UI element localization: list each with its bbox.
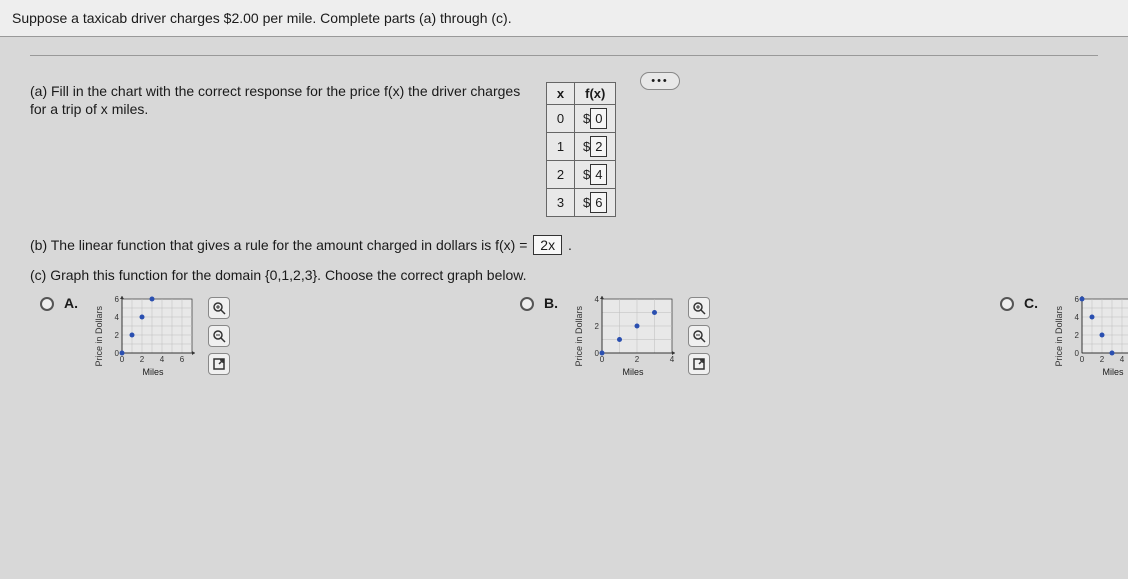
content-area: (a) Fill in the chart with the correct r… xyxy=(0,37,1128,576)
part-a-prompt: (a) Fill in the chart with the correct r… xyxy=(30,82,530,118)
radio-b[interactable] xyxy=(520,297,534,311)
svg-text:4: 4 xyxy=(1075,313,1080,322)
answer-cell[interactable]: 0 xyxy=(590,108,607,129)
svg-text:6: 6 xyxy=(115,295,120,304)
graph-a-wrap: Price in Dollars 0 2 4 6 0 2 4 6 Miles xyxy=(94,295,230,377)
zoom-out-icon[interactable] xyxy=(688,325,710,347)
expand-icon[interactable] xyxy=(208,353,230,375)
graph-b-wrap: Price in Dollars 0 2 4 0 2 4 Miles xyxy=(574,295,710,377)
svg-text:0: 0 xyxy=(595,349,600,358)
xlabel: Miles xyxy=(622,367,643,377)
expand-icon[interactable] xyxy=(688,353,710,375)
table-row: 3 $6 xyxy=(547,189,616,217)
option-c[interactable]: C. Price in Dollars 02460246 Miles xyxy=(1000,295,1128,377)
section-a: (a) Fill in the chart with the correct r… xyxy=(30,82,1098,217)
header-text: Suppose a taxicab driver charges $2.00 p… xyxy=(12,10,512,26)
svg-text:0: 0 xyxy=(115,349,120,358)
svg-text:2: 2 xyxy=(635,355,640,364)
svg-text:0: 0 xyxy=(1080,355,1085,364)
table-row: 1 $2 xyxy=(547,133,616,161)
ylabel: Price in Dollars xyxy=(94,306,104,367)
svg-text:2: 2 xyxy=(1075,331,1080,340)
ylabel: Price in Dollars xyxy=(574,306,584,367)
svg-text:2: 2 xyxy=(1100,355,1105,364)
option-c-label: C. xyxy=(1024,295,1038,311)
xlabel: Miles xyxy=(1102,367,1123,377)
table-row: 2 $4 xyxy=(547,161,616,189)
svg-text:0: 0 xyxy=(120,355,125,364)
section-b: (b) The linear function that gives a rul… xyxy=(30,235,1098,255)
fx-table: x f(x) 0 $0 1 $2 2 $4 3 $6 xyxy=(546,82,616,217)
zoom-in-icon[interactable] xyxy=(688,297,710,319)
answer-box-b[interactable]: 2x xyxy=(533,235,562,255)
svg-text:0: 0 xyxy=(600,355,605,364)
option-a[interactable]: A. Price in Dollars 0 2 4 6 0 2 4 6 Miles xyxy=(40,295,230,377)
svg-text:2: 2 xyxy=(595,322,600,331)
table-row: x f(x) xyxy=(547,83,616,105)
svg-text:0: 0 xyxy=(1075,349,1080,358)
radio-c[interactable] xyxy=(1000,297,1014,311)
svg-text:6: 6 xyxy=(1075,295,1080,304)
question-header: Suppose a taxicab driver charges $2.00 p… xyxy=(0,0,1128,37)
col-fx-header: f(x) xyxy=(575,83,616,105)
svg-text:2: 2 xyxy=(115,331,120,340)
answer-cell[interactable]: 4 xyxy=(590,164,607,185)
col-x-header: x xyxy=(547,83,575,105)
chart-c: 02460246 xyxy=(1068,295,1128,365)
zoom-out-icon[interactable] xyxy=(208,325,230,347)
graph-options: A. Price in Dollars 0 2 4 6 0 2 4 6 Miles B. Pr… xyxy=(30,295,1098,377)
option-a-label: A. xyxy=(64,295,78,311)
svg-text:6: 6 xyxy=(180,355,185,364)
svg-text:4: 4 xyxy=(595,295,600,304)
svg-text:4: 4 xyxy=(670,355,675,364)
graph-c-wrap: Price in Dollars 02460246 Miles xyxy=(1054,295,1128,377)
option-b[interactable]: B. Price in Dollars 0 2 4 0 2 4 Miles xyxy=(520,295,710,377)
svg-text:2: 2 xyxy=(140,355,145,364)
chart-a: 0 2 4 6 0 2 4 6 xyxy=(108,295,198,365)
radio-a[interactable] xyxy=(40,297,54,311)
xlabel: Miles xyxy=(142,367,163,377)
svg-text:4: 4 xyxy=(160,355,165,364)
divider xyxy=(30,55,1098,56)
table-row: 0 $0 xyxy=(547,105,616,133)
option-b-label: B. xyxy=(544,295,558,311)
ylabel: Price in Dollars xyxy=(1054,306,1064,367)
zoom-in-icon[interactable] xyxy=(208,297,230,319)
chart-b: 0 2 4 0 2 4 xyxy=(588,295,678,365)
section-c: (c) Graph this function for the domain {… xyxy=(30,267,1098,283)
svg-text:4: 4 xyxy=(1120,355,1125,364)
answer-cell[interactable]: 2 xyxy=(590,136,607,157)
answer-cell[interactable]: 6 xyxy=(590,192,607,213)
svg-text:4: 4 xyxy=(115,313,120,322)
